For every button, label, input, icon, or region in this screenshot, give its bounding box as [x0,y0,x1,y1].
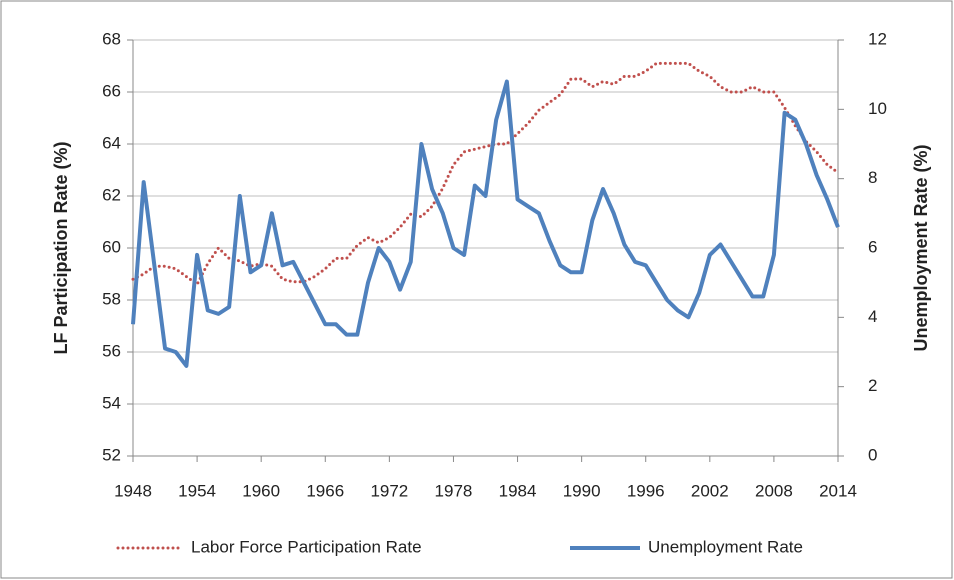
y-tick-label: 64 [102,133,121,152]
y-tick-label: 52 [102,445,121,464]
x-tick-label: 2008 [755,481,793,500]
x-tick-label: 2002 [691,481,729,500]
series-line [131,79,840,368]
y2-axis-title: Unemployment Rate (%) [911,144,931,351]
y-tick-label: 56 [102,341,121,360]
y-tick-label: 62 [102,185,121,204]
x-tick-label: 1996 [627,481,665,500]
y-tick-label: 68 [102,29,121,48]
y2-tick-label: 10 [868,99,887,118]
x-tick-label: 1960 [242,481,280,500]
y-tick-label: 60 [102,237,121,256]
x-tick-label: 1978 [435,481,473,500]
y2-tick-label: 8 [868,168,877,187]
x-tick-label: 1972 [370,481,408,500]
y-tick-label: 54 [102,393,121,412]
x-tick-label: 1990 [563,481,601,500]
legend-label: Unemployment Rate [648,537,803,556]
y-axis-title: LF Participation Rate (%) [51,141,71,354]
x-tick-label: 2014 [819,481,857,500]
x-tick-label: 1948 [114,481,152,500]
x-tick-label: 1954 [178,481,216,500]
y2-tick-label: 2 [868,376,877,395]
x-tick-label: 1984 [499,481,537,500]
y2-tick-label: 0 [868,445,877,464]
x-tick-label: 1966 [306,481,344,500]
y2-tick-label: 6 [868,237,877,256]
legend-label: Labor Force Participation Rate [191,537,422,556]
y-tick-label: 58 [102,289,121,308]
y2-tick-label: 12 [868,29,887,48]
y2-tick-label: 4 [868,307,877,326]
y-tick-label: 66 [102,81,121,100]
